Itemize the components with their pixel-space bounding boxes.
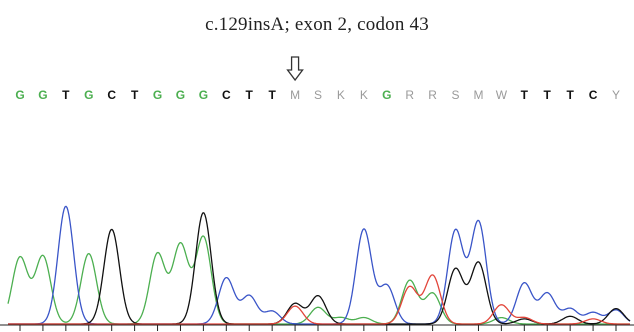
base-call-letter: R xyxy=(405,88,414,102)
base-call-letter: T xyxy=(521,88,529,102)
base-call-letter: T xyxy=(566,88,574,102)
base-call-letter: T xyxy=(131,88,139,102)
base-call-letter: K xyxy=(337,88,345,102)
base-call-letter: G xyxy=(15,88,24,102)
base-call-letter: G xyxy=(199,88,208,102)
base-call-letter: T xyxy=(246,88,254,102)
base-call-letter: Y xyxy=(612,88,620,102)
base-call-letter: C xyxy=(589,88,598,102)
base-call-letter: G xyxy=(84,88,93,102)
trace-line xyxy=(8,212,631,325)
base-call-letter: G xyxy=(153,88,162,102)
trace-line xyxy=(7,235,630,325)
base-call-letter: S xyxy=(452,88,460,102)
base-call-letter: T xyxy=(268,88,276,102)
base-call-letter: R xyxy=(428,88,437,102)
base-call-letter: G xyxy=(176,88,185,102)
base-call-letter: G xyxy=(38,88,47,102)
base-call-letter: G xyxy=(382,88,391,102)
base-call-letter: S xyxy=(314,88,322,102)
base-call-letter: M xyxy=(290,88,300,102)
base-call-letter: T xyxy=(544,88,552,102)
base-call-letter: T xyxy=(62,88,70,102)
trace-line xyxy=(8,274,630,325)
base-call-letter: M xyxy=(473,88,483,102)
base-call-letter: W xyxy=(496,88,508,102)
base-call-letter: K xyxy=(360,88,368,102)
base-call-letter: C xyxy=(107,88,116,102)
insertion-arrow-icon xyxy=(286,56,304,82)
base-call-letter: C xyxy=(222,88,231,102)
mutation-label: c.129insA; exon 2, codon 43 xyxy=(205,14,429,35)
